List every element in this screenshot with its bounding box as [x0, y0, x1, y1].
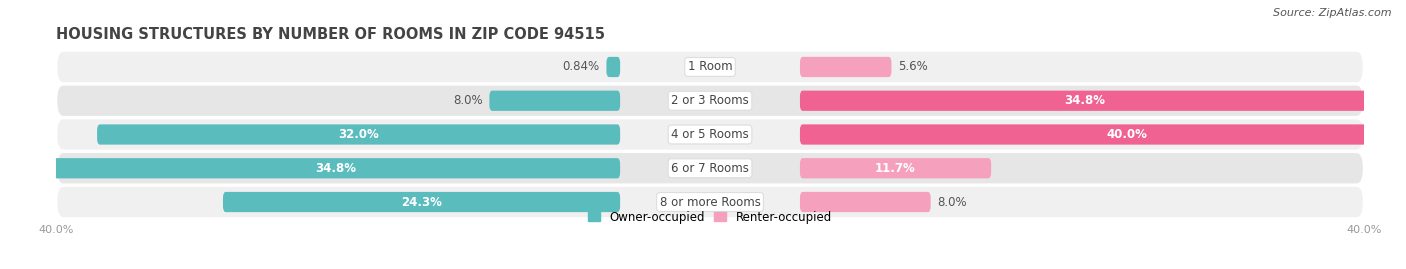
FancyBboxPatch shape — [800, 192, 931, 212]
Text: 6 or 7 Rooms: 6 or 7 Rooms — [671, 162, 749, 175]
Text: 2 or 3 Rooms: 2 or 3 Rooms — [671, 94, 749, 107]
Text: Source: ZipAtlas.com: Source: ZipAtlas.com — [1274, 8, 1392, 18]
Text: 34.8%: 34.8% — [315, 162, 356, 175]
Text: 32.0%: 32.0% — [339, 128, 380, 141]
FancyBboxPatch shape — [800, 91, 1368, 111]
Text: 34.8%: 34.8% — [1064, 94, 1105, 107]
Text: 24.3%: 24.3% — [401, 196, 441, 208]
Text: 5.6%: 5.6% — [898, 61, 928, 73]
Text: 40.0%: 40.0% — [1107, 128, 1147, 141]
FancyBboxPatch shape — [56, 118, 1364, 151]
FancyBboxPatch shape — [56, 84, 1364, 117]
Text: HOUSING STRUCTURES BY NUMBER OF ROOMS IN ZIP CODE 94515: HOUSING STRUCTURES BY NUMBER OF ROOMS IN… — [56, 27, 605, 42]
Text: 8.0%: 8.0% — [938, 196, 967, 208]
FancyBboxPatch shape — [52, 158, 620, 178]
FancyBboxPatch shape — [224, 192, 620, 212]
FancyBboxPatch shape — [56, 152, 1364, 185]
Text: 4 or 5 Rooms: 4 or 5 Rooms — [671, 128, 749, 141]
Text: 0.84%: 0.84% — [562, 61, 600, 73]
Text: 8.0%: 8.0% — [453, 94, 482, 107]
Text: 1 Room: 1 Room — [688, 61, 733, 73]
FancyBboxPatch shape — [800, 57, 891, 77]
FancyBboxPatch shape — [56, 51, 1364, 83]
FancyBboxPatch shape — [56, 186, 1364, 218]
Legend: Owner-occupied, Renter-occupied: Owner-occupied, Renter-occupied — [583, 206, 837, 228]
Text: 11.7%: 11.7% — [875, 162, 915, 175]
FancyBboxPatch shape — [489, 91, 620, 111]
Text: 8 or more Rooms: 8 or more Rooms — [659, 196, 761, 208]
FancyBboxPatch shape — [800, 124, 1406, 145]
FancyBboxPatch shape — [800, 158, 991, 178]
FancyBboxPatch shape — [97, 124, 620, 145]
FancyBboxPatch shape — [606, 57, 620, 77]
